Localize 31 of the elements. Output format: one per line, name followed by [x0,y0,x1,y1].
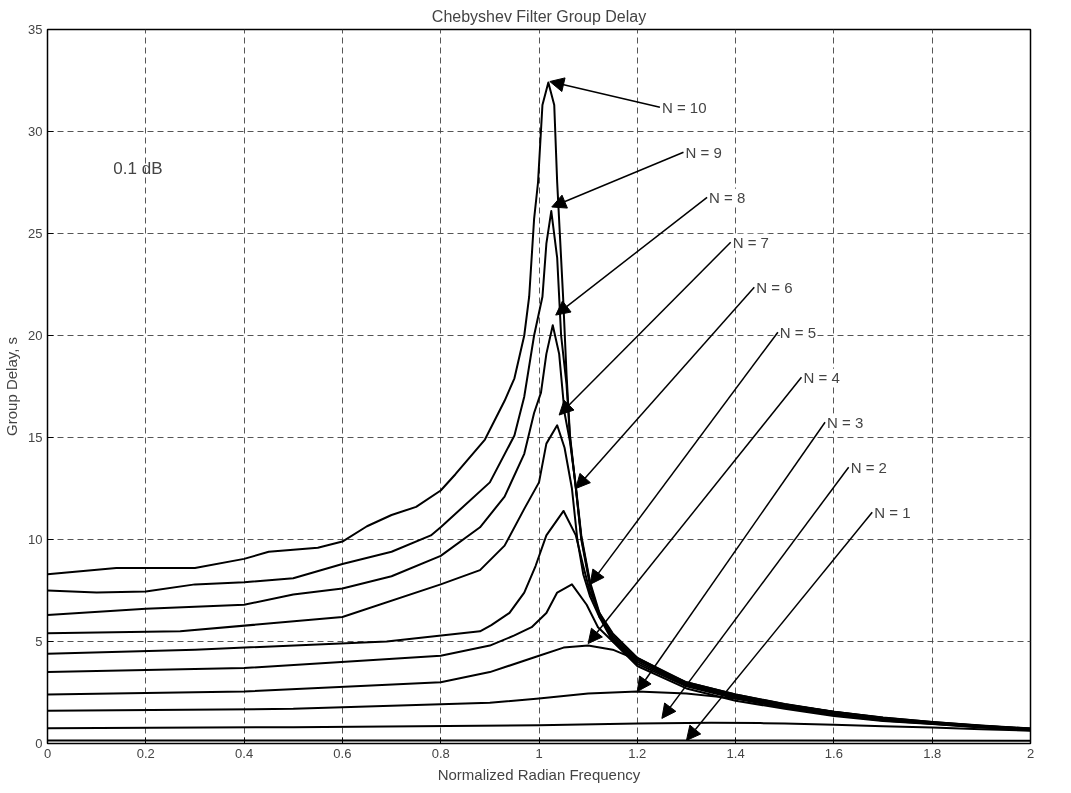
x-axis-title: Normalized Radian Frequency [437,765,641,783]
y-tick-label: 10 [28,532,43,547]
x-tick-label: 1 [535,745,543,761]
annotation: N = 8 [709,188,746,206]
annotation: N = 1 [874,503,911,521]
x-tick-label: 1.6 [824,745,843,761]
y-tick-label: 5 [35,634,43,649]
x-tick-label: 0.2 [136,745,155,761]
chart-title: Chebyshev Filter Group Delay [431,7,647,25]
x-tick-label: 1.8 [923,745,942,761]
y-tick-label: 25 [28,226,43,241]
annotation: N = 10 [661,98,707,116]
y-axis-title: Group Delay, s [3,337,21,436]
y-tick-label: 15 [28,430,43,445]
y-tick-label: 20 [28,328,43,343]
x-tick-label: 1.4 [726,745,745,761]
x-tick-label: 2 [1026,745,1035,761]
y-tick-label: 35 [28,22,43,37]
annotation: N = 7 [732,233,769,251]
annotation: N = 5 [779,323,817,341]
annotation: N = 3 [827,413,864,431]
annotation: N = 2 [850,458,887,476]
x-tick-label: 0.4 [235,745,254,761]
y-tick-label: 30 [28,124,43,139]
annotation: 0.1 dB [113,159,163,179]
x-tick-label: 0.6 [333,745,352,761]
annotation: N = 4 [803,368,840,386]
annotation: N = 6 [756,278,793,296]
x-tick-label: 0.8 [431,745,450,761]
x-tick-label: 1.2 [628,745,647,761]
annotation: N = 9 [685,143,722,161]
